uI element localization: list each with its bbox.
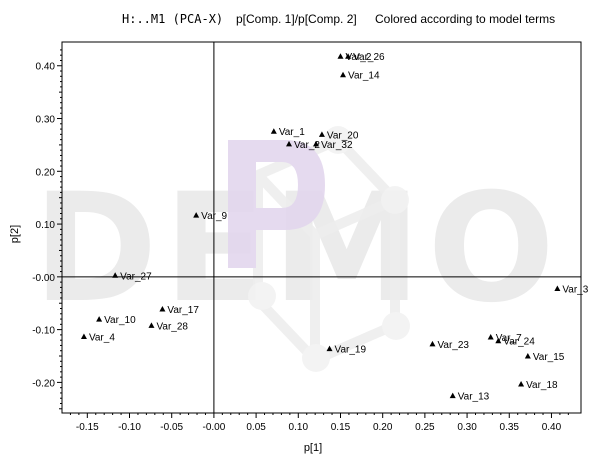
y-tick-label: 0.40 <box>36 62 56 73</box>
data-point-label: Var_26 <box>353 52 385 63</box>
x-tick-label: -0.05 <box>160 422 183 433</box>
plot-area-frame <box>61 41 582 414</box>
data-point-marker <box>449 392 456 399</box>
data-point-label: Var_2 <box>294 140 320 151</box>
data-point-marker <box>318 131 325 137</box>
logo-letter-p <box>228 140 325 268</box>
data-point-marker <box>80 333 87 339</box>
x-tick-label: 0.15 <box>331 422 351 433</box>
x-tick-label: -0.00 <box>203 422 226 433</box>
chart-header: H:..M1 (PCA-X) p[Comp. 1]/p[Comp. 2] Col… <box>0 12 594 32</box>
chart-title-axes: p[Comp. 1]/p[Comp. 2] <box>236 12 357 26</box>
data-point-label: Var_14 <box>348 71 380 82</box>
watermark-logo <box>228 126 410 372</box>
data-point-marker <box>159 306 166 312</box>
logo-cube-node <box>248 282 276 310</box>
x-tick-label: 0.35 <box>500 422 520 433</box>
x-tick-label: 0.05 <box>246 422 266 433</box>
data-point-marker <box>487 334 494 340</box>
x-tick-label: -0.10 <box>118 422 141 433</box>
plot-axes <box>62 42 581 413</box>
data-point-label: Var_4 <box>89 332 115 343</box>
data-point-marker <box>554 285 561 291</box>
data-point-marker <box>345 53 352 59</box>
y-tick-label: -0.00 <box>32 273 55 284</box>
data-point-label: Var_2 <box>345 52 371 63</box>
data-point-label: Var_15 <box>533 352 565 363</box>
x-tick-label: 0.25 <box>415 422 435 433</box>
tick-marks: -0.15 -0.10 -0.05 -0.00 0.05 0.10 0.15 0.20 0.25… <box>32 49 569 433</box>
data-point-marker <box>193 212 200 218</box>
data-point-marker <box>313 140 320 147</box>
data-point-marker <box>326 345 333 352</box>
x-tick-label: 0.40 <box>542 422 562 433</box>
data-point-marker <box>337 53 344 59</box>
x-axis-title: p[1] <box>304 442 322 454</box>
data-point-marker <box>148 322 155 328</box>
demo-watermark: DEMO <box>33 126 561 372</box>
data-point-label: Var_24 <box>503 337 535 348</box>
data-point-marker <box>340 71 347 78</box>
data-point-label: Var_10 <box>104 315 136 326</box>
chart-title-coloring: Colored according to model terms <box>375 12 556 26</box>
data-point-label: Var_20 <box>327 130 359 141</box>
x-tick-label: 0.30 <box>457 422 477 433</box>
data-point-marker <box>495 337 502 344</box>
x-tick-label: 0.20 <box>373 422 393 433</box>
x-tick-label: 0.10 <box>289 422 309 433</box>
chart-title-model: H:..M1 (PCA-X) <box>122 12 224 26</box>
data-point-marker <box>270 128 277 134</box>
data-point-label: Var_9 <box>201 211 227 222</box>
y-tick-label: 0.20 <box>36 167 56 178</box>
data-point-marker <box>524 353 531 359</box>
data-point-label: Var_27 <box>120 271 152 282</box>
data-point-label: Var_32 <box>321 140 353 151</box>
data-point-label: Var_17 <box>167 305 199 316</box>
logo-cube-node <box>324 126 352 154</box>
data-point-label: Var_3 <box>562 284 588 295</box>
data-point-marker <box>96 316 103 322</box>
data-point-label: Var_13 <box>458 392 490 403</box>
y-tick-label: 0.10 <box>36 220 56 231</box>
data-point-marker <box>429 340 436 347</box>
data-point-label: Var_18 <box>526 380 558 391</box>
logo-cube-node <box>381 186 409 214</box>
data-point-label: Var_1 <box>279 127 305 138</box>
y-tick-label: -0.20 <box>32 378 55 389</box>
data-point-label: Var_19 <box>335 345 367 356</box>
y-tick-label: -0.10 <box>32 326 55 337</box>
y-tick-label: 0.30 <box>36 115 56 126</box>
data-point-marker <box>112 272 119 278</box>
y-axis-title: p[2] <box>9 225 21 243</box>
data-point-marker <box>518 380 525 387</box>
logo-cube-node <box>302 344 330 372</box>
logo-cube-node <box>382 312 410 340</box>
x-tick-label: -0.15 <box>76 422 99 433</box>
data-point-marker <box>286 140 293 147</box>
data-point-label: Var_28 <box>156 321 188 332</box>
data-point-label: Var_23 <box>437 340 469 351</box>
data-point-label: Var_7 <box>496 333 522 344</box>
watermark-text: DEMO <box>33 162 561 336</box>
